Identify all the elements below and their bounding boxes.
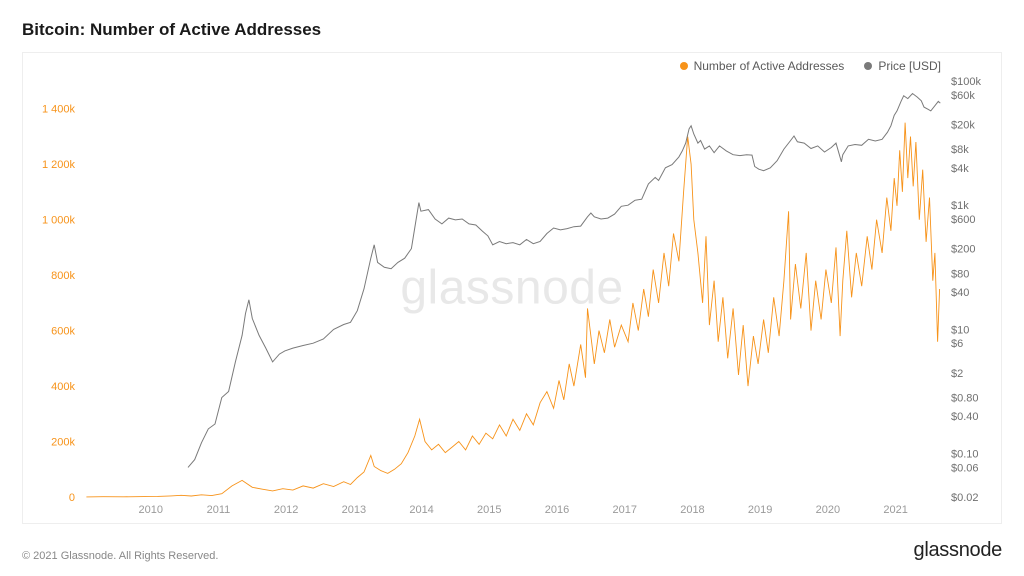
svg-text:$4k: $4k	[951, 163, 969, 175]
svg-text:1 200k: 1 200k	[42, 159, 76, 171]
chart-title: Bitcoin: Number of Active Addresses	[22, 20, 1002, 40]
svg-text:$0.02: $0.02	[951, 492, 979, 504]
svg-text:2011: 2011	[207, 504, 231, 516]
chart-container: glassnode Number of Active Addresses Pri…	[22, 52, 1002, 524]
svg-text:2016: 2016	[545, 504, 569, 516]
svg-text:2013: 2013	[342, 504, 366, 516]
svg-text:$600: $600	[951, 214, 975, 226]
svg-text:$200: $200	[951, 244, 975, 256]
svg-text:$20k: $20k	[951, 119, 975, 131]
svg-text:$8k: $8k	[951, 144, 969, 156]
series-addresses	[86, 123, 939, 497]
footer: © 2021 Glassnode. All Rights Reserved. g…	[22, 539, 1002, 562]
svg-text:$0.40: $0.40	[951, 411, 979, 423]
svg-text:2012: 2012	[274, 504, 298, 516]
chart-svg: 2010 2011 2012 2013 2014 2015 2016 2017 2018 2019…	[23, 53, 1003, 525]
svg-text:$80: $80	[951, 268, 969, 280]
svg-text:2017: 2017	[612, 504, 636, 516]
svg-text:2018: 2018	[680, 504, 704, 516]
svg-text:2015: 2015	[477, 504, 501, 516]
svg-text:800k: 800k	[51, 270, 75, 282]
svg-text:600k: 600k	[51, 326, 75, 338]
svg-text:$1k: $1k	[951, 200, 969, 212]
svg-text:0: 0	[69, 492, 75, 504]
svg-text:2020: 2020	[816, 504, 840, 516]
svg-text:2019: 2019	[748, 504, 772, 516]
svg-text:$6: $6	[951, 338, 963, 350]
svg-text:$2: $2	[951, 368, 963, 380]
svg-text:$0.10: $0.10	[951, 449, 979, 461]
brand-logo: glassnode	[914, 539, 1002, 562]
svg-text:$0.06: $0.06	[951, 462, 979, 474]
svg-text:$100k: $100k	[951, 76, 981, 88]
svg-text:$10: $10	[951, 324, 969, 336]
svg-text:2014: 2014	[409, 504, 433, 516]
svg-text:2010: 2010	[138, 504, 162, 516]
svg-text:$0.80: $0.80	[951, 393, 979, 405]
svg-text:2021: 2021	[883, 504, 907, 516]
svg-text:400k: 400k	[51, 381, 75, 393]
svg-text:$40: $40	[951, 287, 969, 299]
svg-text:1 400k: 1 400k	[42, 104, 76, 116]
svg-text:1 000k: 1 000k	[42, 215, 76, 227]
copyright-text: © 2021 Glassnode. All Rights Reserved.	[22, 550, 218, 562]
svg-text:$60k: $60k	[951, 90, 975, 102]
svg-text:200k: 200k	[51, 437, 75, 449]
